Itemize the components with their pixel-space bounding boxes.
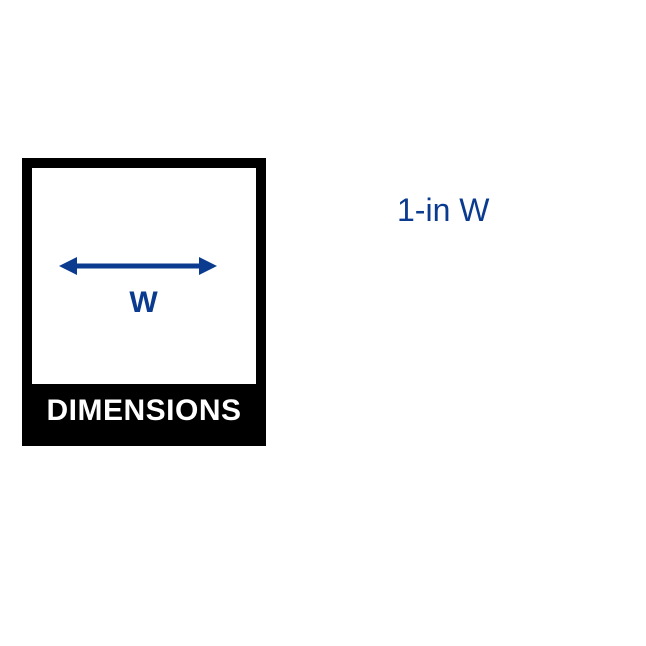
width-arrow-icon <box>57 250 219 282</box>
measurement-value: 1-in W <box>397 192 489 229</box>
dimensions-card: W DIMENSIONS <box>22 158 266 446</box>
card-body: W <box>32 168 256 384</box>
card-footer-label: DIMENSIONS <box>32 384 256 436</box>
width-letter-label: W <box>129 286 158 320</box>
